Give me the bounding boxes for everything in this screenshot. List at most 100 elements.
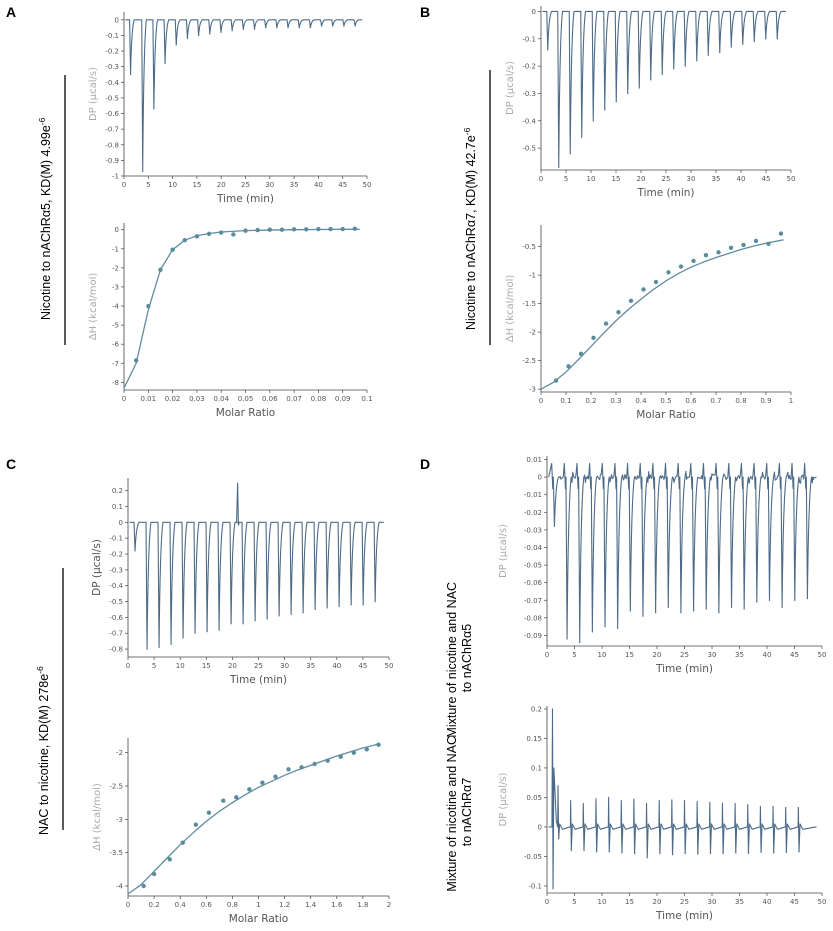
injection-peak <box>794 599 796 601</box>
injection-peak <box>343 25 345 27</box>
data-point <box>653 279 659 285</box>
y-tick-label: -1.5 <box>522 300 536 308</box>
y-tick-label: 0 <box>538 823 542 831</box>
x-tick-label: 0.1 <box>560 397 571 405</box>
injection-peak <box>314 608 316 611</box>
injection-peak <box>186 37 189 40</box>
injection-peak <box>354 25 356 27</box>
y-tick-label: -1 <box>112 173 119 181</box>
injection-peak <box>705 608 707 610</box>
data-point <box>206 231 212 237</box>
y-tick-label: -3.5 <box>109 849 123 857</box>
data-point <box>193 822 199 827</box>
y-axis-label: ΔH (kcal/mol) <box>88 273 99 341</box>
data-point <box>641 287 646 292</box>
y-tick-label: -0.05 <box>524 562 542 570</box>
injection-peak <box>646 857 648 859</box>
data-point <box>291 227 297 232</box>
injection-peak <box>220 31 222 33</box>
injection-peak <box>692 610 695 612</box>
injection-peak <box>760 851 762 853</box>
injection-peak <box>182 637 184 639</box>
x-tick-label: 45 <box>790 898 799 906</box>
injection-peak <box>569 153 571 155</box>
data-point <box>267 227 272 232</box>
y-tick-label: -3 <box>112 283 119 291</box>
y-tick-label: -0.3 <box>522 90 536 98</box>
data-point <box>603 321 609 326</box>
y-tick-label: -0.4 <box>109 582 123 590</box>
injection-peak <box>710 852 712 855</box>
y-tick-label: -0.3 <box>109 566 123 574</box>
y-tick-label: -2 <box>112 264 119 272</box>
injection-peak <box>583 849 585 852</box>
injection-peak <box>604 626 606 628</box>
data-point <box>141 883 146 889</box>
y-axis-label: DP (µcal/s) <box>498 772 509 826</box>
y-tick-label: -0.07 <box>524 597 542 605</box>
y-tick-label: 0.05 <box>526 794 542 802</box>
y-tick-label: -0.1 <box>109 535 123 543</box>
data-point <box>666 270 671 275</box>
y-tick-label: -0.05 <box>524 853 542 861</box>
data-point <box>206 810 212 815</box>
injection-peak <box>332 25 334 27</box>
data-point <box>553 378 559 383</box>
x-tick-label: 0 <box>126 901 130 909</box>
injection-peak <box>747 852 750 855</box>
injection-peak <box>659 852 661 855</box>
x-tick-label: 5 <box>564 175 568 183</box>
y-tick-label: -0.5 <box>109 598 123 606</box>
injection-peak <box>776 38 778 40</box>
x-tick-label: 40 <box>737 175 746 183</box>
injection-peak <box>146 648 148 650</box>
injection-peak <box>570 849 573 852</box>
data-point <box>352 226 358 231</box>
x-tick-label: 0.05 <box>238 395 254 403</box>
data-point <box>728 245 734 250</box>
injection-peak <box>142 170 144 172</box>
y-tick-label: -0.2 <box>109 551 123 559</box>
injection-peak <box>798 851 800 853</box>
x-tick-label: 10 <box>176 662 185 670</box>
thermogram-trace <box>548 462 817 644</box>
y-tick-label: -0.09 <box>524 632 542 640</box>
x-tick-label: 30 <box>708 898 717 906</box>
y-axis-label: ΔH (kcal/mol) <box>92 783 103 851</box>
data-point <box>299 765 304 770</box>
x-tick-label: 15 <box>202 662 211 670</box>
injection-peak <box>254 619 256 622</box>
data-point <box>678 264 684 269</box>
injection-peak <box>170 643 172 645</box>
x-tick-label: 0.6 <box>201 901 213 909</box>
injection-peak <box>753 40 755 43</box>
injection-peak <box>164 62 166 65</box>
injection-peak <box>153 108 155 110</box>
thermogram-trace <box>129 521 384 650</box>
x-tick-label: 0.08 <box>311 395 327 403</box>
x-tick-label: 5 <box>152 662 156 670</box>
injection-peak <box>218 629 220 631</box>
data-point <box>340 226 345 232</box>
y-tick-label: 0 <box>119 519 123 527</box>
panel-a-side-label: Nicotine to nAChRα5, KD(M) 4.99e-6 <box>37 117 53 320</box>
injection-peak <box>129 73 132 76</box>
y-axis-label: DP (µcal/s) <box>91 539 103 596</box>
x-tick-label: 0.1 <box>361 395 372 403</box>
y-tick-label: -0.6 <box>105 110 119 118</box>
injection-peak <box>558 166 560 168</box>
injection-peak <box>638 87 640 89</box>
x-tick-label: 0.6 <box>685 397 697 405</box>
injection-peak <box>558 838 560 840</box>
y-tick-label: 0.2 <box>112 487 123 495</box>
x-tick-label: 0 <box>545 651 549 659</box>
injection-peak <box>596 851 598 853</box>
panel-d-top-side-label: Mixture of nicotine and NAC to nAChRα5 <box>445 578 474 737</box>
x-tick-label: 50 <box>818 898 827 906</box>
data-point <box>376 742 381 747</box>
x-axis-label: Time (min) <box>229 674 287 686</box>
x-tick-label: 35 <box>735 651 744 659</box>
injection-peak <box>320 25 323 27</box>
x-tick-label: 0 <box>545 898 549 906</box>
y-tick-label: -0.04 <box>524 544 543 552</box>
